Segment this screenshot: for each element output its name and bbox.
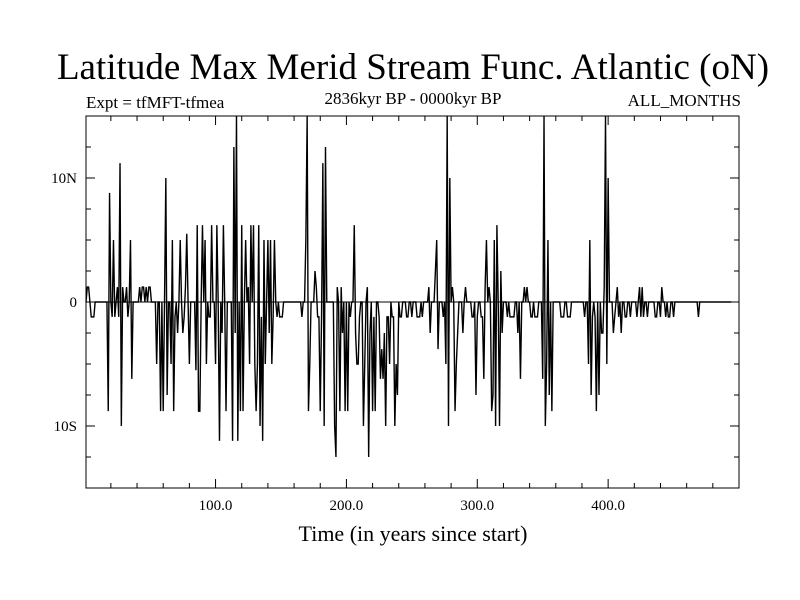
- experiment-label: Expt = tfMFT-tfmea: [86, 93, 225, 112]
- period-label: 2836kyr BP - 0000kyr BP: [324, 89, 502, 108]
- y-tick-label: 10N: [51, 171, 77, 187]
- series-line: [85, 115, 732, 458]
- y-tick-label: 0: [70, 295, 78, 311]
- x-axis-label: Time (in years since start): [298, 521, 528, 546]
- months-label: ALL_MONTHS: [627, 91, 741, 110]
- x-tick-label: 300.0: [460, 498, 494, 514]
- chart-title: Latitude Max Merid Stream Func. Atlantic…: [56, 47, 770, 88]
- x-tick-label: 200.0: [330, 498, 364, 514]
- x-tick-label: 400.0: [591, 498, 625, 514]
- y-tick-label: 10S: [54, 419, 77, 435]
- x-tick-label: 100.0: [199, 498, 233, 514]
